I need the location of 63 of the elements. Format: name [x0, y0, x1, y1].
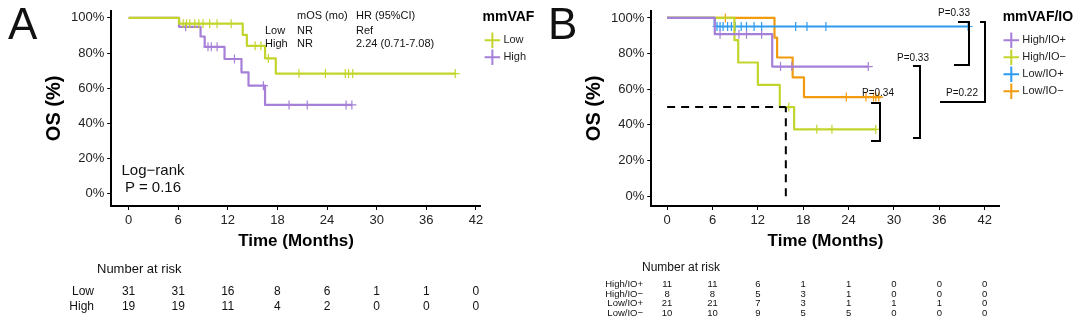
text: High/IO+ 11 11 6 1 1 0 0 0 — [605, 278, 988, 290]
text: Number at risk — [642, 259, 721, 275]
x-tick-label: 30 — [886, 212, 902, 228]
legend-label: High/IO− — [1022, 50, 1066, 63]
x-tick-label: 18 — [795, 212, 811, 228]
annotation: mOS (mo) — [297, 9, 348, 23]
legend-title: mmVAF — [482, 7, 535, 24]
annotation: HR (95%CI) — [356, 9, 416, 23]
annotation: P=0.22 — [946, 87, 978, 98]
annotation: Ref — [356, 24, 374, 38]
annotation: Low — [265, 24, 286, 38]
y-tick-label: 40% — [78, 114, 105, 130]
x-tick-label: 42 — [468, 212, 484, 228]
y-tick-label: 60% — [78, 79, 105, 95]
chart-title: A — [8, 0, 38, 48]
text: Low/IO− 10 10 9 5 5 0 0 0 — [607, 306, 988, 318]
annotation: NR — [297, 37, 313, 51]
annotation: P=0.34 — [862, 87, 894, 98]
text: Low 31 31 16 8 6 1 1 0 — [71, 283, 480, 298]
x-tick-label: 12 — [220, 212, 236, 228]
text: High 19 19 11 4 2 0 0 0 — [69, 298, 480, 313]
y-tick-label: 100% — [71, 9, 105, 25]
y-tick-label: 40% — [618, 116, 645, 132]
x-tick-label: 30 — [369, 212, 384, 228]
x-tick-label: 24 — [319, 212, 335, 228]
chart-title: B — [548, 0, 578, 48]
y-tick-label: 100% — [611, 9, 645, 25]
y-tick-label: 0% — [85, 185, 105, 201]
x-tick-label: 36 — [419, 212, 434, 228]
annotation: P=0.33 — [896, 52, 930, 64]
x-tick-label: 6 — [708, 212, 717, 228]
annotation: NR — [297, 24, 313, 38]
y-axis-title: OS (%) — [581, 75, 604, 142]
x-tick-label: 0 — [663, 212, 671, 228]
x-tick-label: 6 — [174, 212, 182, 228]
annotation: Log−rank — [121, 161, 185, 178]
annotation: High — [265, 37, 288, 51]
y-tick-label: 60% — [618, 80, 645, 96]
legend-label: Low/IO− — [1022, 84, 1064, 97]
y-tick-label: 20% — [78, 150, 105, 166]
x-tick-label: 0 — [125, 212, 133, 228]
text: Number at risk — [97, 261, 182, 277]
legend-label: Low — [503, 33, 524, 46]
x-tick-label: 24 — [841, 212, 856, 228]
x-axis-title: Time (Months) — [238, 231, 354, 251]
annotation: P = 0.16 — [124, 178, 182, 195]
legend-label: High/IO+ — [1022, 33, 1066, 46]
legend-label: Low/IO+ — [1022, 67, 1064, 80]
text: Low/IO+ 21 21 7 3 1 1 1 0 — [607, 297, 988, 309]
x-tick-label: 12 — [750, 212, 766, 228]
annotation: 2.24 (0.71-7.08) — [356, 37, 435, 51]
x-tick-label: 42 — [977, 212, 992, 228]
x-axis-title: Time (Months) — [767, 231, 884, 251]
legend-title: mmVAF/IO — [1002, 7, 1074, 24]
y-tick-label: 80% — [78, 44, 105, 60]
annotation: P=0.33 — [938, 7, 970, 18]
x-tick-label: 18 — [270, 212, 285, 228]
y-axis-title: OS (%) — [41, 75, 64, 142]
y-tick-label: 0% — [625, 187, 645, 203]
legend-label: High — [503, 50, 526, 63]
y-tick-label: 20% — [618, 152, 645, 168]
x-tick-label: 36 — [932, 212, 947, 228]
y-tick-label: 80% — [618, 45, 645, 61]
